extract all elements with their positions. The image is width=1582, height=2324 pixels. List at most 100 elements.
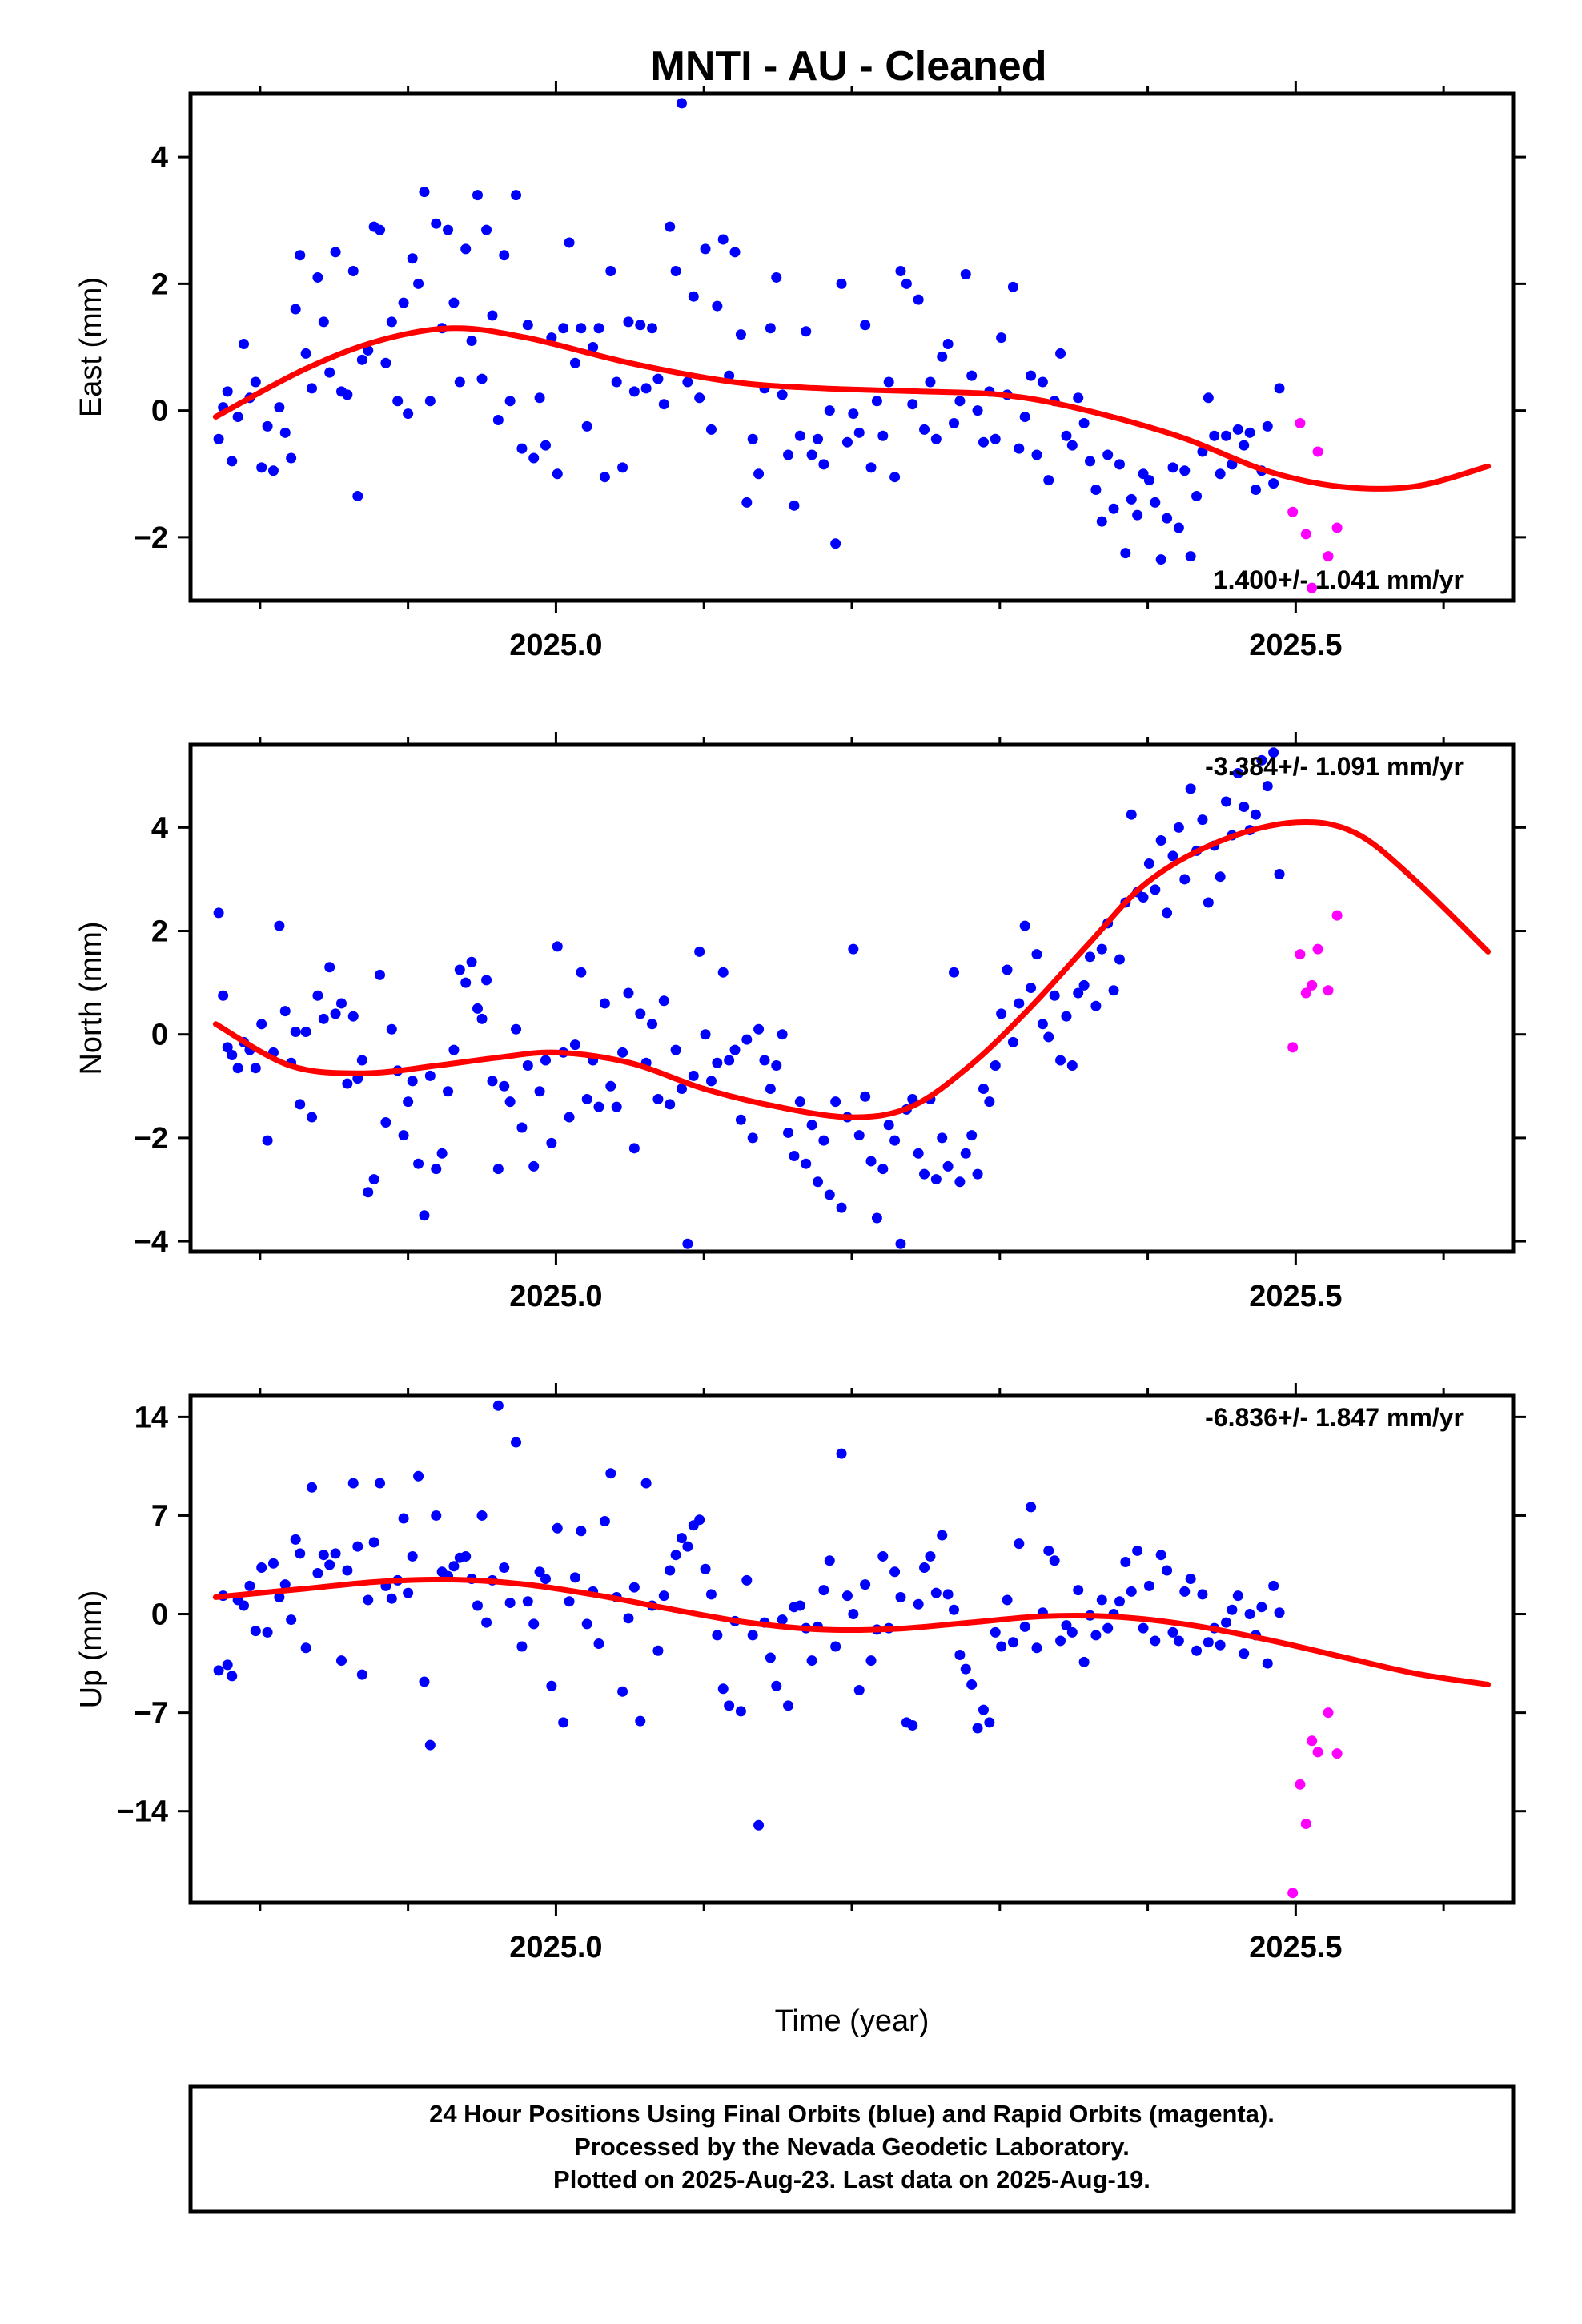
final-orbit-point [352,490,363,501]
final-orbit-point [877,1164,889,1175]
final-orbit-point [1173,522,1184,533]
final-orbit-point [966,1130,978,1141]
chart-title: MNTI - AU - Cleaned [651,43,1047,90]
final-orbit-point [1002,1594,1013,1606]
final-orbit-point [937,1132,948,1144]
final-orbit-point [1143,475,1154,486]
final-orbit-point [682,1238,693,1249]
final-orbit-point [569,357,580,368]
final-orbit-point [853,427,865,438]
x-tick-label: 2025.0 [509,1280,602,1313]
final-orbit-point [1232,424,1243,435]
y-tick-label: −2 [134,521,168,555]
final-orbit-point [1108,503,1119,514]
final-orbit-point [213,433,224,444]
final-orbit-point [522,1596,533,1607]
final-orbit-point [1138,892,1149,903]
final-orbit-point [765,1084,776,1095]
final-orbit-point [1197,1589,1208,1600]
final-orbit-point [865,1655,877,1667]
x-tick-label: 2025.5 [1249,629,1342,662]
final-orbit-point [753,1023,765,1035]
rate-label: 1.400+/- 1.041 mm/yr [1214,565,1464,594]
final-orbit-point [1061,1620,1072,1631]
final-orbit-point [1026,1502,1037,1513]
final-orbit-point [1274,868,1285,879]
final-orbit-point [848,943,859,955]
final-orbit-point [335,998,347,1009]
final-orbit-point [1102,1622,1114,1634]
final-orbit-point [454,376,465,388]
final-orbit-point [1155,834,1166,846]
final-orbit-point [516,443,528,454]
final-orbit-point [972,405,983,416]
final-orbit-point [1085,456,1096,467]
final-orbit-point [771,1680,782,1691]
final-orbit-point [356,354,367,365]
final-orbit-point [1185,551,1196,562]
final-orbit-point [324,1559,335,1570]
final-orbit-point [848,408,859,420]
final-orbit-point [665,221,676,232]
final-orbit-point [499,1080,510,1092]
final-orbit-point [1256,1602,1267,1613]
final-orbit-point [431,1164,442,1175]
footer-line-2: Processed by the Nevada Geodetic Laborat… [574,2133,1130,2161]
final-orbit-point [954,396,966,407]
final-orbit-point [413,1470,424,1482]
final-orbit-point [712,1630,723,1641]
final-orbit-point [274,402,285,413]
final-orbit-point [812,1176,823,1188]
final-orbit-point [476,373,488,384]
final-orbit-point [504,1096,516,1108]
final-orbit-point [1026,370,1037,381]
final-orbit-point [290,1026,301,1037]
final-orbit-point [954,1176,966,1188]
final-orbit-point [1066,1626,1078,1638]
final-orbit-point [954,1650,966,1661]
final-orbit-point [949,1604,960,1615]
final-orbit-point [256,1562,267,1574]
final-orbit-point [717,967,729,978]
final-orbit-point [783,1700,794,1711]
final-orbit-point [1043,475,1054,486]
north-panel: 2025.0 2025.5 −4 −2 0 2 4 North (mm) -3.384+/- 1… [74,732,1526,1313]
final-orbit-point [628,1143,640,1154]
final-orbit-point [747,1630,758,1641]
final-orbit-point [1239,1648,1250,1659]
final-orbit-point [492,1400,504,1411]
final-orbit-point [919,1168,930,1180]
final-orbit-point [1120,548,1131,559]
final-orbit-point [806,449,817,460]
final-orbit-point [511,1023,522,1035]
final-orbit-point [424,1739,436,1751]
final-orbit-point [1227,1604,1238,1615]
final-orbit-point [1232,768,1243,779]
final-orbit-point [552,468,563,480]
final-orbit-point [448,1044,460,1055]
final-orbit-point [860,1579,871,1590]
final-orbit-point [318,1550,329,1561]
final-orbit-point [1244,1609,1255,1620]
final-orbit-point [407,253,418,264]
final-orbit-point [368,1537,379,1548]
final-orbit-point [895,1238,906,1249]
final-orbit-point [1185,783,1196,794]
final-orbit-point [889,1135,901,1146]
final-orbit-point [889,472,901,483]
final-orbit-point [676,98,687,109]
final-orbit-point [540,440,551,451]
y-tick-label: 0 [151,395,168,428]
final-orbit-point [576,967,587,978]
final-orbit-point [865,1156,877,1167]
rapid-orbit-point [1312,446,1323,457]
final-orbit-point [227,456,238,467]
final-orbit-point [499,250,510,261]
final-orbit-point [307,383,318,394]
final-orbit-point [564,1596,575,1607]
y-tick-label: 4 [151,811,168,845]
final-orbit-point [213,907,224,919]
final-orbit-point [227,1671,238,1682]
final-orbit-point [300,1026,311,1037]
final-orbit-point [1268,747,1279,758]
